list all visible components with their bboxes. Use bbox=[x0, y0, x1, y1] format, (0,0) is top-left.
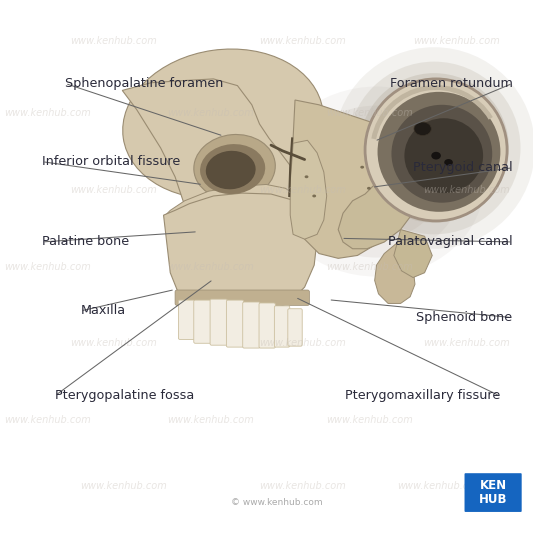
FancyBboxPatch shape bbox=[465, 473, 522, 512]
Text: Foramen rotundum: Foramen rotundum bbox=[390, 77, 513, 90]
Ellipse shape bbox=[311, 124, 442, 240]
Ellipse shape bbox=[194, 134, 275, 200]
Text: www.kenhub.com: www.kenhub.com bbox=[70, 36, 157, 46]
FancyBboxPatch shape bbox=[274, 306, 290, 347]
Text: www.kenhub.com: www.kenhub.com bbox=[413, 36, 499, 46]
Text: www.kenhub.com: www.kenhub.com bbox=[167, 108, 254, 118]
Text: www.kenhub.com: www.kenhub.com bbox=[70, 185, 157, 195]
Text: www.kenhub.com: www.kenhub.com bbox=[4, 108, 91, 118]
FancyBboxPatch shape bbox=[194, 300, 211, 343]
Text: Inferior orbital fissure: Inferior orbital fissure bbox=[42, 155, 180, 168]
Text: Pterygoid canal: Pterygoid canal bbox=[413, 161, 513, 174]
Text: www.kenhub.com: www.kenhub.com bbox=[260, 481, 346, 491]
Text: www.kenhub.com: www.kenhub.com bbox=[260, 185, 346, 195]
FancyBboxPatch shape bbox=[227, 300, 244, 347]
Ellipse shape bbox=[123, 49, 324, 199]
Text: Maxilla: Maxilla bbox=[80, 304, 125, 318]
Ellipse shape bbox=[377, 92, 500, 212]
Ellipse shape bbox=[405, 118, 483, 193]
Ellipse shape bbox=[414, 122, 431, 135]
FancyBboxPatch shape bbox=[179, 300, 195, 340]
Ellipse shape bbox=[195, 185, 289, 236]
Ellipse shape bbox=[365, 79, 507, 221]
Ellipse shape bbox=[444, 159, 453, 166]
Text: www.kenhub.com: www.kenhub.com bbox=[326, 262, 413, 271]
Polygon shape bbox=[394, 230, 432, 278]
Ellipse shape bbox=[290, 106, 463, 257]
Text: Sphenopalatine foramen: Sphenopalatine foramen bbox=[65, 77, 223, 90]
Text: © www.kenhub.com: © www.kenhub.com bbox=[231, 498, 323, 507]
Ellipse shape bbox=[305, 175, 309, 178]
Text: www.kenhub.com: www.kenhub.com bbox=[423, 338, 510, 348]
Text: www.kenhub.com: www.kenhub.com bbox=[4, 262, 91, 271]
Text: Pterygopalatine fossa: Pterygopalatine fossa bbox=[55, 390, 194, 402]
Text: www.kenhub.com: www.kenhub.com bbox=[398, 481, 484, 491]
Text: Palatovaginal canal: Palatovaginal canal bbox=[388, 236, 513, 248]
Ellipse shape bbox=[367, 187, 371, 190]
Ellipse shape bbox=[200, 144, 265, 194]
Text: www.kenhub.com: www.kenhub.com bbox=[326, 415, 413, 425]
Ellipse shape bbox=[334, 47, 533, 249]
Text: Sphenoid bone: Sphenoid bone bbox=[416, 311, 513, 324]
Polygon shape bbox=[338, 119, 425, 249]
Ellipse shape bbox=[312, 195, 316, 197]
Ellipse shape bbox=[360, 166, 364, 168]
Ellipse shape bbox=[269, 86, 484, 277]
Polygon shape bbox=[164, 193, 317, 316]
FancyBboxPatch shape bbox=[243, 302, 260, 348]
Text: www.kenhub.com: www.kenhub.com bbox=[423, 185, 510, 195]
Text: HUB: HUB bbox=[479, 492, 507, 506]
Polygon shape bbox=[292, 100, 406, 259]
Polygon shape bbox=[372, 119, 401, 143]
Polygon shape bbox=[290, 140, 327, 239]
Text: www.kenhub.com: www.kenhub.com bbox=[80, 481, 167, 491]
Ellipse shape bbox=[348, 62, 521, 235]
Text: www.kenhub.com: www.kenhub.com bbox=[70, 338, 157, 348]
FancyBboxPatch shape bbox=[288, 309, 302, 346]
Text: www.kenhub.com: www.kenhub.com bbox=[4, 415, 91, 425]
Ellipse shape bbox=[391, 105, 492, 203]
Ellipse shape bbox=[331, 141, 422, 222]
Text: Pterygomaxillary fissure: Pterygomaxillary fissure bbox=[344, 390, 500, 402]
Ellipse shape bbox=[431, 152, 441, 159]
Text: www.kenhub.com: www.kenhub.com bbox=[167, 415, 254, 425]
Text: www.kenhub.com: www.kenhub.com bbox=[260, 36, 346, 46]
FancyBboxPatch shape bbox=[259, 303, 276, 348]
FancyBboxPatch shape bbox=[175, 290, 310, 305]
Text: KEN: KEN bbox=[480, 480, 507, 492]
Ellipse shape bbox=[206, 151, 256, 189]
Text: www.kenhub.com: www.kenhub.com bbox=[260, 338, 346, 348]
Polygon shape bbox=[165, 184, 305, 244]
Text: Palatine bone: Palatine bone bbox=[42, 236, 129, 248]
Polygon shape bbox=[122, 79, 300, 292]
Ellipse shape bbox=[359, 73, 509, 223]
Polygon shape bbox=[375, 244, 415, 303]
FancyBboxPatch shape bbox=[210, 299, 228, 345]
Text: www.kenhub.com: www.kenhub.com bbox=[326, 108, 413, 118]
Text: www.kenhub.com: www.kenhub.com bbox=[167, 262, 254, 271]
